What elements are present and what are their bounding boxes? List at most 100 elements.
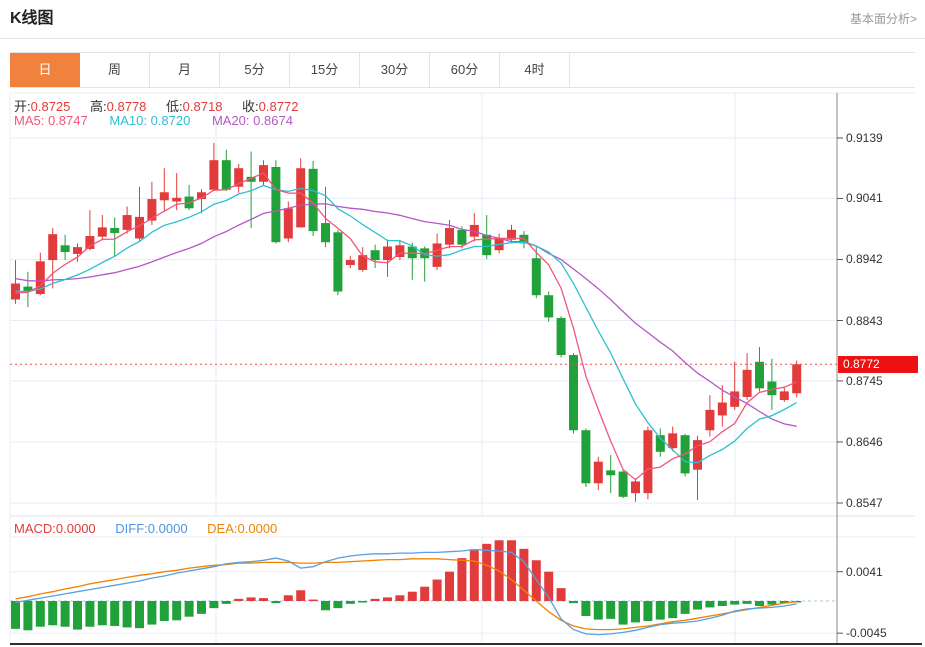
macd-bar — [159, 601, 169, 622]
macd-bar — [544, 571, 554, 601]
candle — [358, 255, 368, 270]
macd-bar — [655, 601, 665, 620]
candle — [321, 223, 330, 243]
tab-15min[interactable]: 15分 — [290, 53, 360, 87]
macd-tick-label: 0.0041 — [846, 564, 883, 579]
ma5-legend: MA5: 0.8747 — [14, 113, 88, 128]
dea-line — [15, 558, 797, 631]
candle — [209, 160, 219, 190]
tab-5min[interactable]: 5分 — [220, 53, 290, 87]
candle — [333, 232, 343, 292]
ma10-line — [15, 184, 798, 464]
macd-bar — [358, 601, 368, 603]
macd-bar — [581, 601, 591, 617]
candle — [296, 168, 306, 228]
macd-bar — [246, 597, 256, 601]
candle — [271, 166, 281, 243]
candle — [122, 215, 132, 230]
candle — [606, 470, 616, 476]
tab-4hour[interactable]: 4时 — [500, 53, 570, 87]
candle — [593, 461, 603, 484]
candle — [159, 192, 169, 201]
macd-bar — [197, 601, 206, 614]
macd-bar — [482, 543, 492, 601]
macd-bar — [593, 601, 603, 620]
macd-bar — [445, 571, 454, 601]
price-tick-label: 0.8843 — [846, 313, 883, 328]
candle — [792, 364, 802, 394]
macd-bar — [680, 601, 690, 614]
candle — [779, 391, 789, 401]
macd-bar — [333, 601, 343, 609]
candle — [383, 246, 392, 261]
macd-bar — [742, 601, 752, 604]
macd-bar — [643, 601, 653, 622]
ma20-line — [15, 203, 797, 427]
macd-bar — [184, 601, 194, 617]
candle — [35, 261, 45, 294]
candle — [693, 440, 702, 470]
tab-week[interactable]: 周 — [80, 53, 150, 87]
candle — [717, 402, 727, 416]
candle — [544, 295, 554, 318]
macd-bar — [296, 590, 306, 601]
low-value: 0.8718 — [182, 99, 223, 114]
macd-bar — [73, 601, 82, 630]
price-tick-label: 0.8646 — [846, 434, 883, 449]
price-tick-label: 0.8942 — [846, 252, 883, 267]
tab-30min[interactable]: 30分 — [360, 53, 430, 87]
fundamental-analysis-link[interactable]: 基本面分析> — [849, 12, 917, 26]
ohlc-legend: 开:0.8725 高:0.8778 低:0.8718 收:0.8772 — [14, 96, 314, 115]
macd-bar — [147, 601, 157, 625]
candle — [742, 369, 752, 397]
macd-legend: MACD:0.0000 DIFF:0.0000 DEA:0.0000 — [14, 521, 293, 536]
dea-value-legend: DEA:0.0000 — [207, 521, 278, 536]
tab-month[interactable]: 月 — [150, 53, 220, 87]
candle — [556, 318, 566, 356]
close-value: 0.8772 — [258, 99, 299, 114]
candle — [507, 229, 516, 240]
tab-day[interactable]: 日 — [10, 53, 80, 87]
candle — [643, 430, 653, 494]
macd-bar — [755, 601, 764, 607]
macd-bar — [345, 601, 355, 604]
ma10-legend: MA10: 0.8720 — [109, 113, 191, 128]
macd-bar — [606, 601, 616, 619]
macd-bar — [519, 548, 529, 601]
macd-bar — [259, 598, 268, 601]
candle — [631, 481, 640, 494]
macd-bar — [507, 540, 516, 601]
candle — [246, 176, 256, 182]
header-divider — [0, 38, 925, 39]
widget-header: K线图 基本面分析> — [10, 6, 917, 32]
macd-bar — [48, 601, 58, 626]
candle — [370, 250, 380, 261]
macd-bar — [321, 601, 330, 611]
candle — [755, 361, 764, 389]
candle — [60, 245, 70, 253]
price-tick-label: 0.8745 — [846, 373, 883, 388]
macd-bar — [370, 598, 380, 601]
page-title: K线图 — [10, 10, 54, 27]
macd-bar — [693, 601, 702, 610]
macd-bar — [779, 601, 789, 604]
macd-bar — [717, 601, 727, 607]
macd-bar — [271, 601, 281, 604]
candle — [767, 381, 777, 396]
interval-tabbar: 日周月 5分 15分 30分 60分 4时 — [10, 52, 915, 88]
open-value: 0.8725 — [30, 99, 71, 114]
candle — [445, 228, 454, 245]
tab-60min[interactable]: 60分 — [430, 53, 500, 87]
current-price-label: 0.8772 — [838, 355, 918, 373]
close-label: 收: — [242, 99, 259, 114]
candle — [197, 192, 206, 200]
candle — [172, 197, 182, 202]
macd-bar — [110, 601, 120, 627]
macd-bar — [209, 601, 219, 609]
macd-bar — [569, 601, 578, 604]
macd-bar — [556, 588, 566, 601]
candle — [345, 260, 355, 266]
macd-value-legend: MACD:0.0000 — [14, 521, 96, 536]
